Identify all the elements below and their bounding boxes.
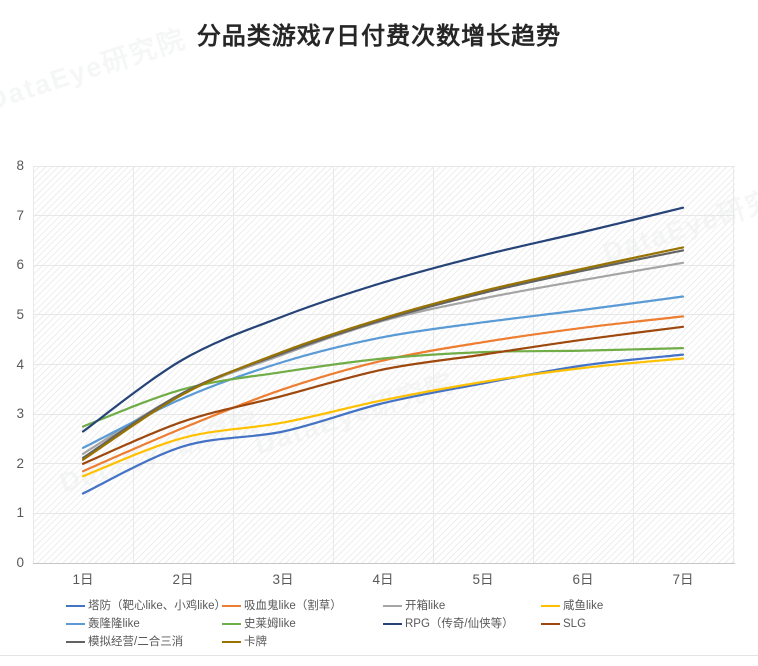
legend-item: SLG [541,616,586,632]
legend-item: 吸血鬼like（割草） [222,598,342,614]
legend-line-marker [383,604,402,608]
y-axis-label: 3 [16,406,24,422]
gridline-vertical [433,166,434,563]
gridline-vertical [133,166,134,563]
legend-line-marker [222,622,241,626]
legend-label: 开箱like [405,599,446,612]
gridline-horizontal [33,314,735,316]
series-line [81,249,685,459]
chart-title: 分品类游戏7日付费次数增长趋势 [196,23,562,50]
x-axis-label: 5日 [472,572,494,587]
gridline-horizontal [33,215,735,217]
gridline-vertical [733,166,734,563]
y-axis-label: 2 [16,455,24,471]
legend-item: 开箱like [383,598,445,614]
series-line [81,315,685,473]
gridline-horizontal [33,413,735,415]
series-line [81,353,685,495]
legend-label: 史莱姆like [244,617,296,630]
legend-line-marker [66,604,85,608]
gridline-vertical [233,166,234,563]
legend-item: 咸鱼like [541,598,603,614]
series-line [81,325,685,465]
y-axis-label: 5 [16,306,24,322]
legend-item: 史莱姆like [222,616,296,632]
card-bottom-border [0,655,758,656]
legend-label: 塔防（靶心like、小鸡like） [88,599,227,612]
x-axis-label: 7日 [672,572,694,587]
gridline-horizontal [33,264,735,266]
gridline-vertical [533,166,534,563]
legend-label: SLG [563,617,587,630]
y-axis-label: 1 [16,505,24,521]
legend-line-marker [541,604,560,608]
gridline-vertical [633,166,634,563]
legend-line-marker [383,622,402,626]
legend-line-marker [222,604,241,608]
y-axis-label: 4 [16,356,24,372]
legend-line-marker [222,640,241,644]
x-axis-label: 3日 [272,572,294,587]
x-axis-label: 4日 [372,572,394,587]
legend-line-marker [541,622,560,626]
legend-item: 模拟经营/二合三消 [66,634,183,650]
x-axis-line [33,563,735,564]
legend-item: 轰隆隆like [66,616,140,632]
gridline-horizontal [33,165,735,167]
y-axis-label: 0 [16,555,24,570]
series-lines-layer [81,206,685,495]
x-axis-label: 6日 [572,572,594,587]
legend-item: 塔防（靶心like、小鸡like） [66,598,226,614]
y-axis-label: 6 [16,257,24,273]
legend-line-marker [66,640,85,644]
y-axis-label: 8 [16,158,24,173]
legend-label: 轰隆隆like [88,617,140,630]
series-line [81,295,685,449]
x-axis-label: 2日 [172,572,194,587]
gridline-vertical [33,166,34,563]
legend-item: RPG（传奇/仙侠等） [383,616,514,632]
gridline-horizontal [33,512,735,514]
legend-line-marker [66,622,85,626]
y-axis-label: 7 [16,207,24,223]
legend-label: 卡牌 [244,635,267,648]
legend-label: 模拟经营/二合三消 [88,635,184,648]
gridline-horizontal [33,364,735,365]
gridline-horizontal [33,463,735,465]
x-axis-label: 1日 [72,572,94,587]
legend-item: 卡牌 [222,634,267,650]
legend-label: 吸血鬼like（割草） [244,599,342,612]
series-line [81,347,685,428]
legend-label: RPG（传奇/仙侠等） [405,617,514,630]
series-line [81,246,685,461]
series-line [81,357,685,478]
legend-label: 咸鱼like [563,599,604,612]
series-line [81,206,685,433]
